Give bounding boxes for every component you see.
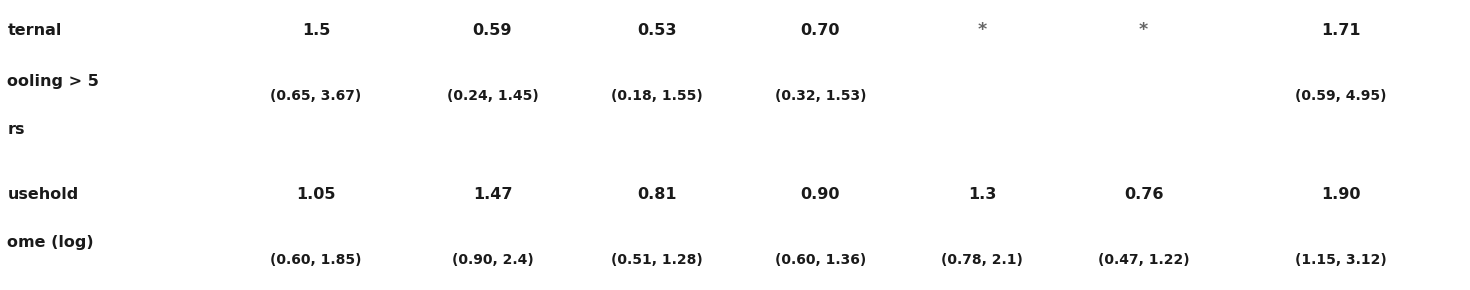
Text: (0.51, 1.28): (0.51, 1.28) [612, 253, 703, 267]
Text: 1.90: 1.90 [1322, 187, 1360, 202]
Text: *: * [1139, 21, 1148, 39]
Text: (0.24, 1.45): (0.24, 1.45) [447, 89, 538, 103]
Text: 0.53: 0.53 [638, 23, 676, 38]
Text: rs: rs [7, 122, 25, 137]
Text: 0.76: 0.76 [1125, 187, 1163, 202]
Text: ternal: ternal [7, 23, 62, 38]
Text: 0.59: 0.59 [473, 23, 512, 38]
Text: ooling > 5: ooling > 5 [7, 74, 98, 89]
Text: (1.15, 3.12): (1.15, 3.12) [1295, 253, 1386, 267]
Text: 1.47: 1.47 [473, 187, 512, 202]
Text: (0.60, 1.36): (0.60, 1.36) [775, 253, 866, 267]
Text: (0.78, 2.1): (0.78, 2.1) [941, 253, 1023, 267]
Text: (0.60, 1.85): (0.60, 1.85) [270, 253, 362, 267]
Text: ome (log): ome (log) [7, 235, 94, 250]
Text: (0.32, 1.53): (0.32, 1.53) [775, 89, 866, 103]
Text: 1.3: 1.3 [967, 187, 997, 202]
Text: 0.81: 0.81 [638, 187, 676, 202]
Text: 0.90: 0.90 [801, 187, 839, 202]
Text: (0.90, 2.4): (0.90, 2.4) [451, 253, 534, 267]
Text: 0.70: 0.70 [801, 23, 839, 38]
Text: *: * [978, 21, 986, 39]
Text: 1.5: 1.5 [301, 23, 331, 38]
Text: 1.05: 1.05 [297, 187, 335, 202]
Text: (0.59, 4.95): (0.59, 4.95) [1295, 89, 1386, 103]
Text: 1.71: 1.71 [1322, 23, 1360, 38]
Text: usehold: usehold [7, 187, 78, 202]
Text: (0.47, 1.22): (0.47, 1.22) [1098, 253, 1189, 267]
Text: (0.65, 3.67): (0.65, 3.67) [270, 89, 362, 103]
Text: (0.18, 1.55): (0.18, 1.55) [612, 89, 703, 103]
